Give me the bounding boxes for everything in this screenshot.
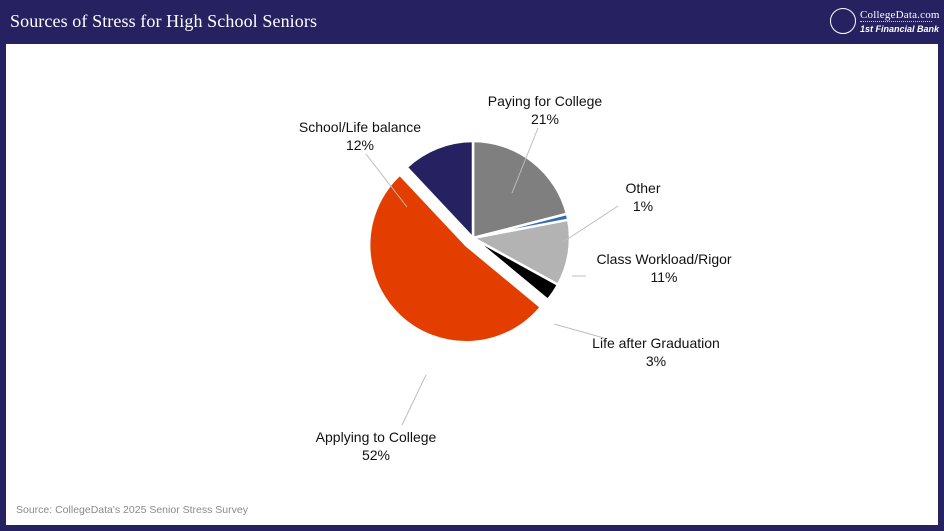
header-bar: Sources of Stress for High School Senior… bbox=[0, 0, 944, 44]
slice-value-label: 52% bbox=[362, 447, 390, 463]
slice-label: Class Workload/Rigor bbox=[596, 251, 731, 267]
chart-panel: Paying for College 21% Other 1% Class Worklo… bbox=[6, 44, 938, 525]
pie-slice-applying-to-college bbox=[367, 173, 543, 344]
logo-name: CollegeData.com bbox=[860, 9, 940, 21]
logo-tagline bbox=[860, 21, 932, 25]
slice-value-label: 12% bbox=[346, 137, 374, 153]
slice-value-label: 21% bbox=[531, 111, 559, 127]
slice-label: Paying for College bbox=[488, 93, 603, 109]
slice-label: Other bbox=[625, 180, 660, 196]
brand-logo: CollegeData.com 1st Financial Bank bbox=[830, 7, 939, 37]
slice-label: School/Life balance bbox=[299, 119, 421, 135]
pie-slice-school-life-balance bbox=[405, 139, 475, 240]
slice-value-label: 11% bbox=[651, 269, 678, 285]
seal-icon bbox=[830, 8, 856, 34]
slice-label: Applying to College bbox=[316, 429, 437, 445]
leader-line bbox=[401, 374, 427, 426]
leader-line bbox=[365, 153, 408, 208]
source-note: Source: CollegeData's 2025 Senior Stress… bbox=[16, 504, 248, 516]
leader-line bbox=[562, 205, 619, 243]
pie-chart: Paying for College 21% Other 1% Class Worklo… bbox=[299, 93, 732, 463]
slice-value-label: 1% bbox=[633, 198, 653, 214]
slice-label: Life after Graduation bbox=[592, 335, 720, 351]
logo-partner: 1st Financial Bank bbox=[860, 24, 940, 34]
page-title: Sources of Stress for High School Senior… bbox=[10, 11, 318, 31]
pie-slice-paying-for-college bbox=[471, 139, 569, 240]
leader-line bbox=[511, 127, 539, 194]
pie-slice-life-after-graduation bbox=[471, 236, 560, 302]
slice-value-label: 3% bbox=[646, 353, 666, 369]
leader-line bbox=[553, 323, 605, 339]
pie-slice-class-workload-rigor bbox=[471, 218, 572, 286]
